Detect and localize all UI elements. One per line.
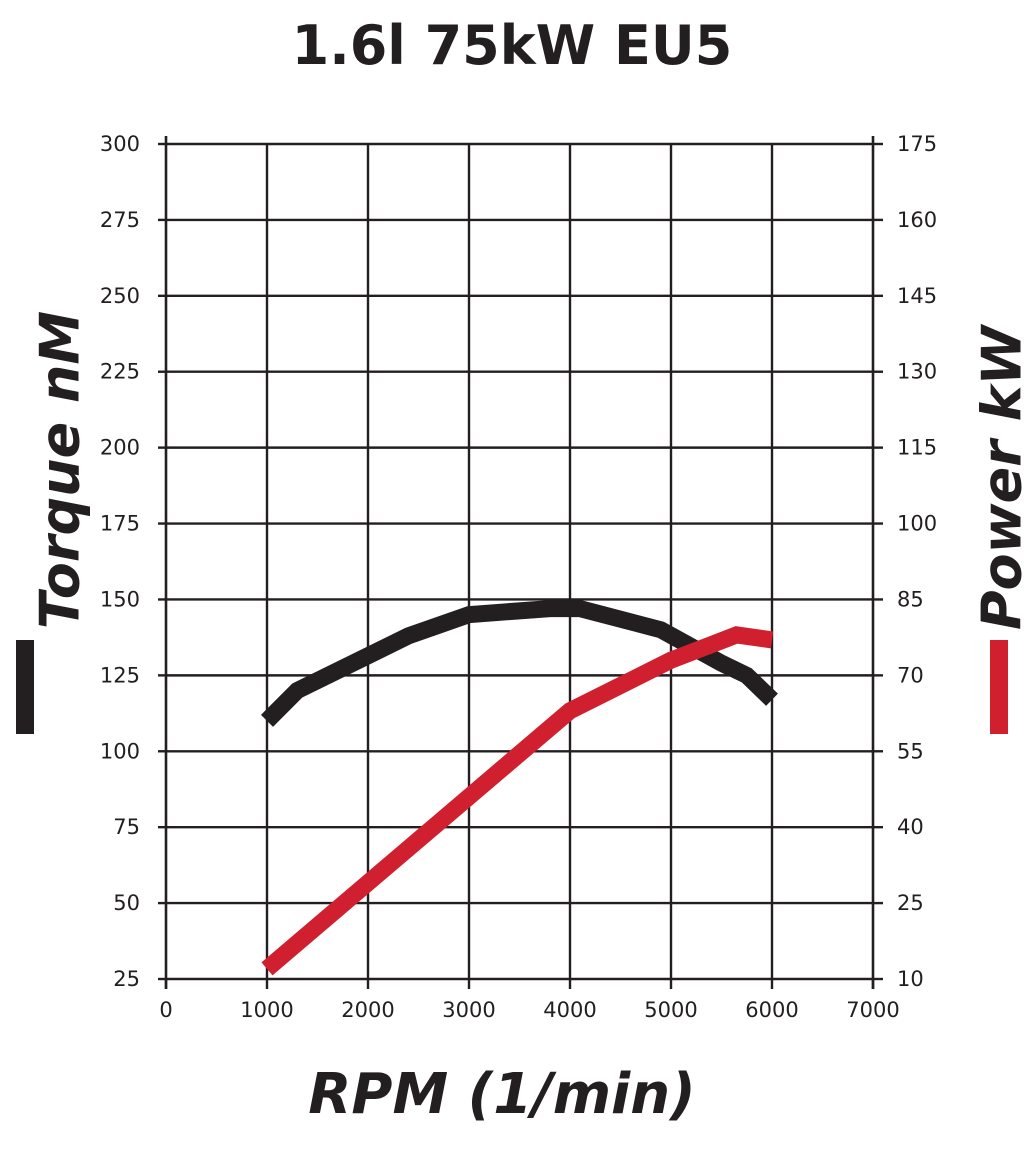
x-axis-label: RPM (1/min) [308,1062,696,1127]
x-tick-label: 6000 [745,998,798,1022]
right-axis-label: Power kW [970,325,1024,631]
right-tick-label: 70 [897,663,924,687]
x-tick-label: 7000 [846,998,899,1022]
power-legend-swatch [990,640,1008,734]
right-tick-label: 55 [897,739,924,763]
left-tick-label: 200 [100,436,140,460]
left-tick-label: 225 [100,360,140,384]
right-tick-label: 25 [897,891,924,915]
right-tick-label: 145 [897,284,937,308]
right-tick-label: 160 [897,208,937,232]
x-tick-label: 1000 [240,998,293,1022]
left-tick-label: 125 [100,663,140,687]
left-tick-label: 250 [100,284,140,308]
torque-legend-swatch [16,640,34,734]
x-tick-label: 4000 [543,998,596,1022]
left-tick-label: 300 [100,132,140,156]
x-tick-label: 0 [159,998,172,1022]
left-axis-label: Torque nM [28,310,92,630]
right-tick-label: 175 [897,132,937,156]
left-tick-label: 100 [100,739,140,763]
left-tick-label: 275 [100,208,140,232]
chart-title: 1.6l 75kW EU5 [291,14,733,77]
right-tick-label: 130 [897,360,937,384]
x-tick-label: 3000 [442,998,495,1022]
left-tick-label: 25 [113,967,140,991]
right-tick-label: 115 [897,436,937,460]
right-tick-label: 10 [897,967,924,991]
power-series-line [261,626,774,976]
left-tick-label: 50 [113,891,140,915]
x-tick-label: 2000 [341,998,394,1022]
left-tick-label: 175 [100,512,140,536]
left-tick-label: 150 [100,587,140,611]
left-tick-label: 75 [113,815,140,839]
right-tick-label: 100 [897,512,937,536]
right-tick-label: 85 [897,587,924,611]
x-tick-label: 5000 [644,998,697,1022]
torque-series-line [260,600,778,727]
right-tick-label: 40 [897,815,924,839]
